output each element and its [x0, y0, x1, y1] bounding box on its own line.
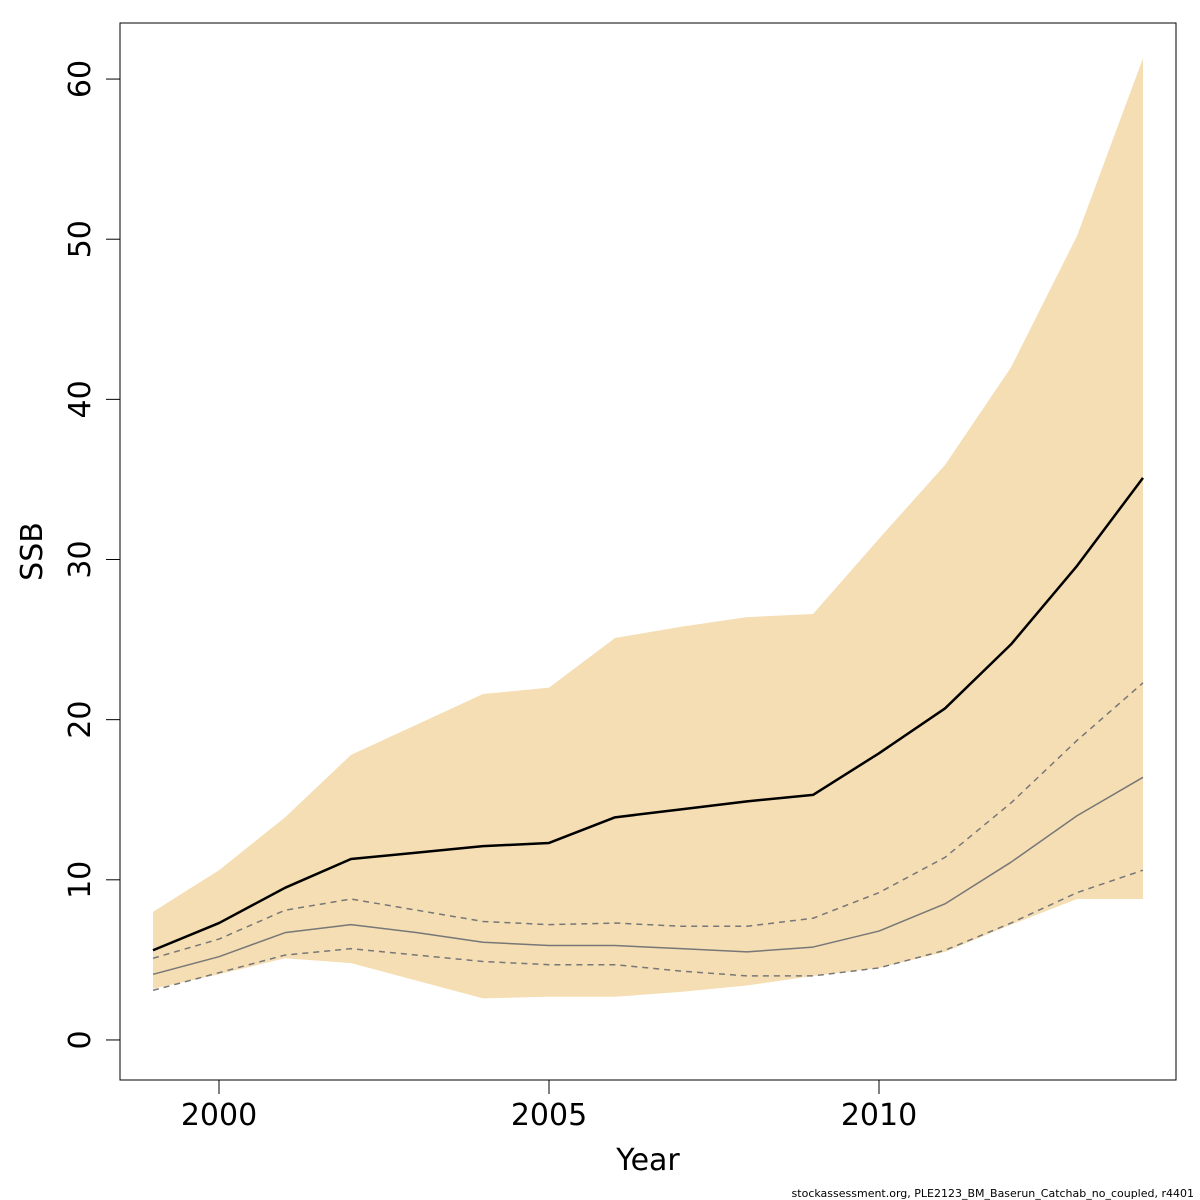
y-axis-title: SSB — [15, 522, 50, 581]
line-layer — [152, 477, 1145, 992]
reference-lower-line — [152, 869, 1144, 992]
y-tick-label: 30 — [63, 540, 98, 578]
x-axis: 2000 2005 2010 — [181, 1079, 917, 1133]
y-axis: 0 10 20 30 40 50 60 — [63, 60, 121, 1050]
x-tick-label: 2000 — [181, 1098, 257, 1133]
footer-text: stockassessment.org, PLE2123_BM_Baserun_… — [792, 1187, 1194, 1200]
y-tick-label: 40 — [63, 380, 98, 418]
x-axis-title: Year — [615, 1143, 680, 1178]
y-tick-label: 0 — [63, 1030, 98, 1049]
y-tick-label: 10 — [63, 861, 98, 899]
confidence-band — [153, 58, 1143, 999]
y-tick-label: 60 — [63, 60, 98, 98]
reference-upper-line — [152, 682, 1144, 960]
median-line — [152, 477, 1145, 952]
y-tick-label: 50 — [63, 220, 98, 258]
y-tick-label: 20 — [63, 701, 98, 739]
x-tick-label: 2010 — [841, 1098, 917, 1133]
band-layer — [153, 58, 1143, 999]
reference-line — [152, 776, 1144, 976]
x-tick-label: 2005 — [511, 1098, 587, 1133]
